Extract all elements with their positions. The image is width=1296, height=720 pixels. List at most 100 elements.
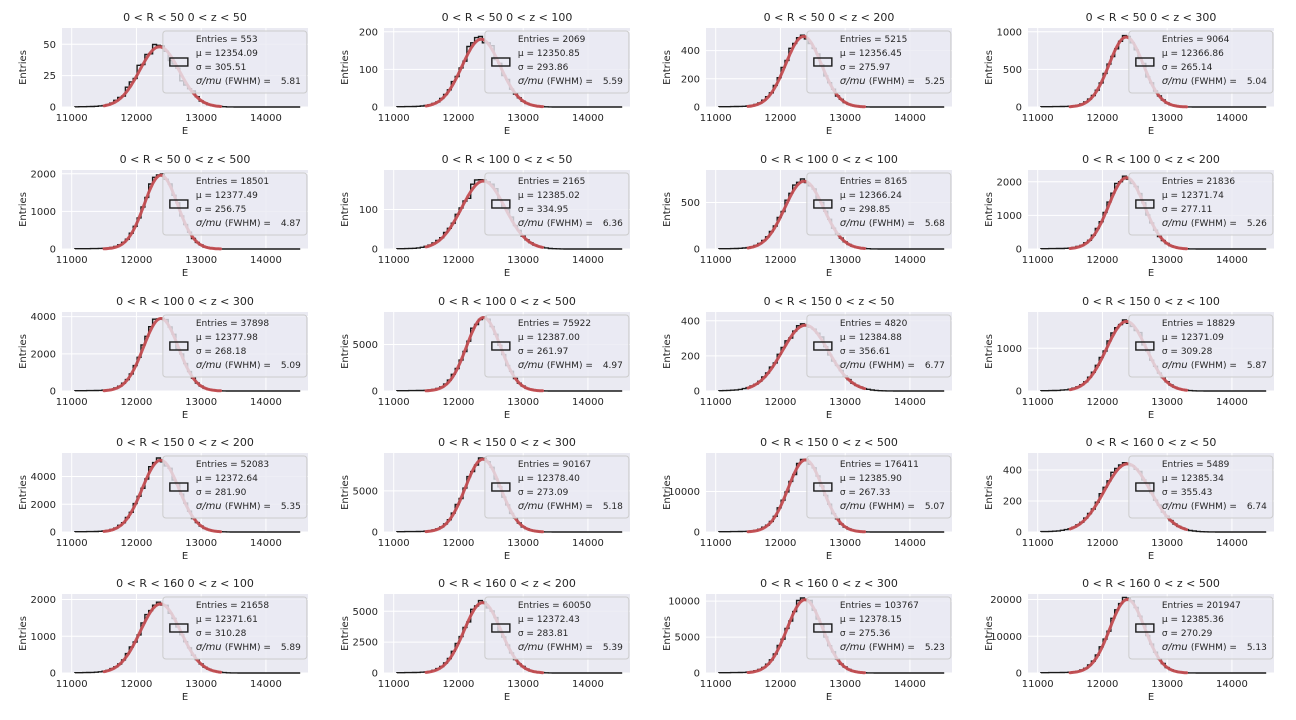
- gaussian-fit-curve: [102, 317, 223, 393]
- chart-panel-15: 0 < R < 150 0 < z < 500 11000 12000 13000 14…: [662, 436, 952, 562]
- legend-entries: Entries = 37898: [196, 319, 270, 329]
- y-tick-label: 0: [694, 528, 700, 539]
- x-tick-label: 13000: [829, 679, 861, 690]
- y-tick-label: 0: [372, 387, 378, 398]
- legend-resolution-value: 4.87: [281, 219, 301, 229]
- y-axis-label: Entries: [18, 192, 29, 227]
- legend-box: [1128, 596, 1274, 660]
- y-tick-label: 5000: [353, 340, 378, 351]
- x-tick-label: 12000: [765, 679, 797, 690]
- x-tick-label: 14000: [572, 679, 604, 690]
- x-axis-label: E: [182, 692, 188, 703]
- gaussian-fit-curve: [424, 316, 545, 393]
- x-tick-label: 12000: [765, 538, 797, 549]
- legend-sigma: σ = 268.18: [196, 347, 247, 357]
- legend-resolution-value: 4.97: [603, 361, 623, 371]
- legend-handle: [169, 57, 189, 67]
- x-tick-label: 11000: [378, 113, 410, 124]
- legend-resolution-value: 5.87: [1247, 361, 1267, 371]
- legend-resolution: σ/mu (FWHM) =: [840, 218, 915, 229]
- legend-resolution: σ/mu (FWHM) =: [518, 218, 593, 229]
- x-tick-label: 12000: [443, 113, 475, 124]
- legend-resolution: σ/mu (FWHM) =: [1162, 501, 1237, 512]
- x-tick-label: 13000: [829, 113, 861, 124]
- legend-entries: Entries = 18501: [196, 177, 269, 187]
- x-tick-label: 11000: [56, 255, 88, 266]
- x-axis-label: E: [504, 551, 510, 562]
- chart-panel-12: 0 < R < 150 0 < z < 100 11000 12000 13000 14…: [984, 295, 1274, 421]
- y-tick-label: 1000: [997, 344, 1022, 355]
- y-axis-label: Entries: [984, 50, 995, 85]
- y-tick-label: 0: [694, 245, 700, 256]
- legend-handle: [491, 57, 511, 67]
- x-tick-label: 11000: [378, 397, 410, 408]
- gaussian-fit-curve: [746, 179, 867, 250]
- y-axis-label: Entries: [340, 475, 351, 510]
- y-tick-label: 0: [1016, 245, 1022, 256]
- x-axis-label: E: [182, 126, 188, 137]
- x-tick-label: 11000: [56, 397, 88, 408]
- gaussian-fit-curve: [746, 458, 867, 534]
- legend-handle: [1135, 341, 1155, 351]
- x-tick-label: 13000: [507, 255, 539, 266]
- x-axis-label: E: [826, 126, 832, 137]
- x-tick-label: 12000: [1087, 397, 1119, 408]
- legend-entries: Entries = 60050: [518, 601, 592, 611]
- chart-panel-3: 0 < R < 50 0 < z < 200 11000 12000 13000 140…: [662, 11, 952, 137]
- legend-entries: Entries = 176411: [840, 460, 919, 470]
- y-tick-label: 0: [50, 245, 56, 256]
- x-tick-label: 11000: [1022, 679, 1054, 690]
- chart-panel-10: 0 < R < 100 0 < z < 500 11000 12000 13000 14…: [340, 295, 630, 421]
- legend-sigma: σ = 273.09: [518, 488, 569, 498]
- chart-title: 0 < R < 160 0 < z < 500: [1082, 577, 1220, 590]
- chart-panel-9: 0 < R < 100 0 < z < 300 11000 12000 13000 14…: [18, 295, 308, 421]
- x-axis-label: E: [504, 268, 510, 279]
- x-axis-label: E: [504, 692, 510, 703]
- y-tick-label: 0: [694, 103, 700, 114]
- y-axis-label: Entries: [984, 334, 995, 369]
- x-axis-label: E: [826, 692, 832, 703]
- y-tick-label: 20000: [990, 595, 1022, 606]
- legend-sigma: σ = 334.95: [518, 205, 568, 215]
- x-axis-label: E: [1148, 268, 1154, 279]
- x-tick-label: 12000: [1087, 255, 1119, 266]
- x-tick-label: 13000: [1151, 255, 1183, 266]
- legend-sigma: σ = 277.11: [1162, 205, 1212, 215]
- y-axis-label: Entries: [18, 50, 29, 85]
- y-tick-label: 2000: [31, 169, 56, 180]
- legend-resolution-value: 5.39: [603, 643, 623, 653]
- x-tick-label: 12000: [121, 113, 153, 124]
- chart-title: 0 < R < 50 0 < z < 50: [123, 11, 247, 24]
- legend-resolution-value: 5.13: [1247, 643, 1267, 653]
- y-tick-label: 0: [50, 387, 56, 398]
- gaussian-fit-curve: [424, 601, 545, 675]
- x-tick-label: 12000: [443, 255, 475, 266]
- legend-mu: μ = 12372.43: [518, 615, 580, 625]
- y-tick-label: 25: [43, 71, 56, 82]
- legend-mu: μ = 12385.02: [518, 191, 580, 201]
- legend-mu: μ = 12354.09: [196, 49, 258, 59]
- y-tick-label: 400: [681, 46, 700, 57]
- x-tick-label: 13000: [1151, 113, 1183, 124]
- legend-entries: Entries = 8165: [840, 177, 908, 187]
- legend-handle: [813, 57, 833, 67]
- legend-resolution: σ/mu (FWHM) =: [196, 218, 271, 229]
- x-axis-label: E: [1148, 126, 1154, 137]
- y-tick-label: 2000: [997, 177, 1022, 188]
- legend-sigma: σ = 283.81: [518, 629, 568, 639]
- legend-resolution: σ/mu (FWHM) =: [1162, 76, 1237, 87]
- y-tick-label: 10000: [990, 632, 1022, 643]
- x-tick-label: 13000: [185, 113, 217, 124]
- legend-entries: Entries = 4820: [840, 319, 908, 329]
- legend-box: [162, 172, 308, 236]
- y-tick-label: 0: [372, 103, 378, 114]
- x-tick-label: 14000: [1216, 113, 1248, 124]
- y-tick-label: 4000: [31, 472, 56, 483]
- x-tick-label: 12000: [443, 397, 475, 408]
- x-tick-label: 12000: [1087, 679, 1119, 690]
- legend-box: [806, 172, 952, 236]
- x-tick-label: 13000: [1151, 538, 1183, 549]
- x-tick-label: 14000: [894, 679, 926, 690]
- legend-handle: [813, 623, 833, 633]
- x-tick-label: 13000: [1151, 679, 1183, 690]
